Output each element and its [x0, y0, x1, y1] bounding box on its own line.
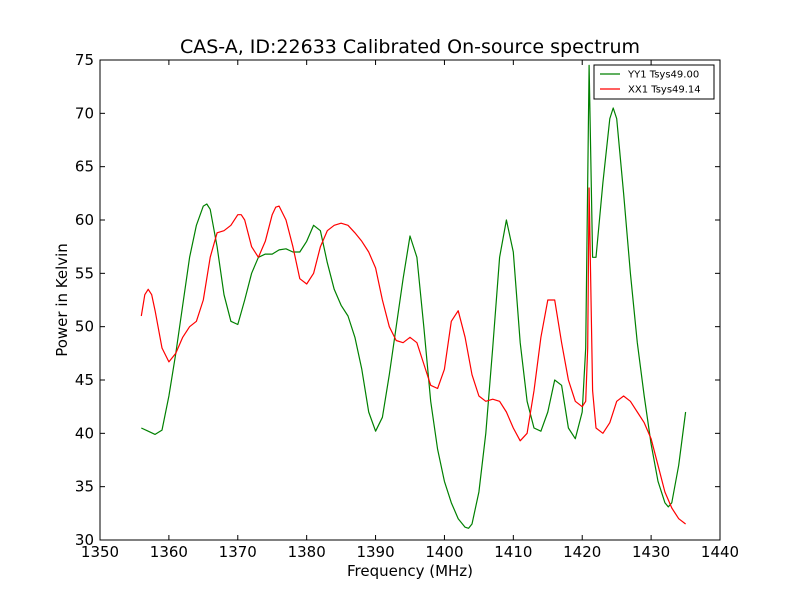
y-axis-label: Power in Kelvin: [53, 243, 71, 357]
series-line-1: [141, 64, 687, 529]
plot-frame: [99, 59, 721, 541]
x-axis-label: Frequency (MHz): [347, 562, 473, 580]
plot-area: 1350 1360 1370 1380 1390 1400 1410 1420 1430 1440…: [75, 51, 739, 561]
ticks-layer: 1350 1360 1370 1380 1390 1400 1410 1420 1430 1440…: [75, 51, 739, 561]
y-tick-label: 55: [75, 264, 94, 282]
x-tick-label: 1440: [701, 543, 739, 561]
series-line-2: [140, 187, 686, 525]
series-layer: [140, 64, 687, 529]
y-tick-label: 50: [75, 318, 94, 336]
x-tick-label: 1380: [288, 543, 326, 561]
chart-legend: YY1 Tsys49.00 XX1 Tsys49.14: [593, 64, 715, 100]
x-tick-label: 1350: [81, 543, 119, 561]
chart-title: CAS-A, ID:22633 Calibrated On-source spe…: [180, 36, 640, 58]
y-tick-label: 70: [75, 104, 94, 122]
legend-label: XX1 Tsys49.14: [628, 85, 701, 96]
x-tick-label: 1430: [632, 543, 670, 561]
y-tick-label: 40: [75, 424, 94, 442]
y-tick-label: 30: [75, 531, 94, 549]
x-tick-label: 1390: [356, 543, 394, 561]
x-tick-label: 1360: [150, 543, 188, 561]
y-tick-label: 35: [75, 478, 94, 496]
legend-box: [593, 64, 715, 100]
y-tick-label: 65: [75, 158, 94, 176]
y-tick-label: 75: [75, 51, 94, 69]
x-tick-label: 1400: [425, 543, 463, 561]
y-tick-label: 60: [75, 211, 94, 229]
y-tick-label: 45: [75, 371, 94, 389]
x-tick-label: 1410: [494, 543, 532, 561]
legend-label: YY1 Tsys49.00: [627, 70, 699, 81]
x-tick-label: 1420: [563, 543, 601, 561]
x-tick-label: 1370: [219, 543, 257, 561]
